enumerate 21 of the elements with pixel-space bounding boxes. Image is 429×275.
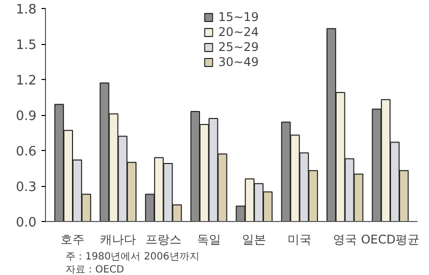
y-tick-label: 0.9 xyxy=(16,109,37,124)
legend-label: 25~29 xyxy=(218,40,259,54)
x-tick-label: 캐나다 xyxy=(100,232,136,246)
legend-label: 15~19 xyxy=(218,10,259,24)
legend-label: 30~49 xyxy=(218,55,259,69)
text: 주 : 1980년에서 2006년까지 xyxy=(66,252,200,262)
x-tick-label: 호주 xyxy=(60,232,85,246)
y-tick-label: 0.0 xyxy=(16,216,37,230)
y-tick-label: 1.5 xyxy=(16,38,37,53)
y-tick-label: 0.3 xyxy=(16,180,37,195)
text: 자료 : OECD xyxy=(66,264,124,275)
x-tick-label: OECD평균 xyxy=(360,232,420,246)
x-tick-label: 영국 xyxy=(332,232,357,246)
y-tick-label: 1.8 xyxy=(16,2,37,18)
legend-label: 20~24 xyxy=(218,25,259,39)
y-tick-label: 0.6 xyxy=(16,144,37,160)
x-tick-label: 프랑스 xyxy=(145,232,182,246)
x-tick-label: 미국 xyxy=(288,232,312,246)
x-tick-label: 일본 xyxy=(242,232,266,246)
x-tick-label: 독일 xyxy=(196,232,221,246)
y-tick-label: 1.2 xyxy=(16,74,37,88)
